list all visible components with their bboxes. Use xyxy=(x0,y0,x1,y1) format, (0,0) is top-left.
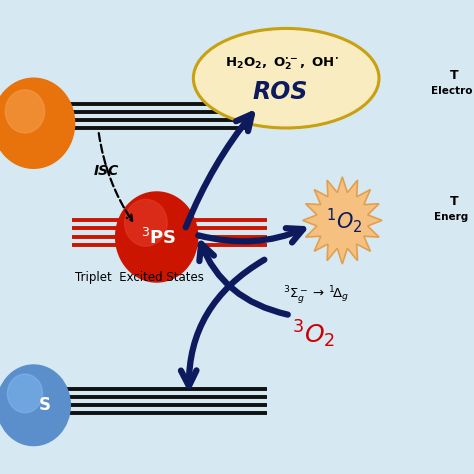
Text: $^3O_2$: $^3O_2$ xyxy=(292,319,335,350)
Text: $\mathbf{H_2O_2,\ O_2^{\bullet -},\ OH^{\bullet}}$: $\mathbf{H_2O_2,\ O_2^{\bullet -},\ OH^{… xyxy=(225,55,339,73)
Text: T: T xyxy=(450,195,459,208)
Text: $^3\Sigma_g^-\rightarrow\,^1\!\Delta_g$: $^3\Sigma_g^-\rightarrow\,^1\!\Delta_g$ xyxy=(283,284,349,306)
Text: S: S xyxy=(38,396,50,414)
Circle shape xyxy=(8,374,43,413)
Text: $^3$PS: $^3$PS xyxy=(141,228,177,248)
Circle shape xyxy=(0,78,74,168)
Text: Electro: Electro xyxy=(431,86,472,96)
Text: T: T xyxy=(450,69,459,82)
Circle shape xyxy=(5,90,45,133)
Circle shape xyxy=(0,365,70,446)
Circle shape xyxy=(116,192,198,282)
Text: Energ: Energ xyxy=(435,211,469,222)
Circle shape xyxy=(125,200,167,246)
Text: Triplet  Excited States: Triplet Excited States xyxy=(75,271,204,284)
Ellipse shape xyxy=(193,28,379,128)
Text: ROS: ROS xyxy=(252,81,308,104)
Text: $^1O_2$: $^1O_2$ xyxy=(326,206,363,235)
Polygon shape xyxy=(302,177,382,264)
Text: ISC: ISC xyxy=(93,164,119,178)
